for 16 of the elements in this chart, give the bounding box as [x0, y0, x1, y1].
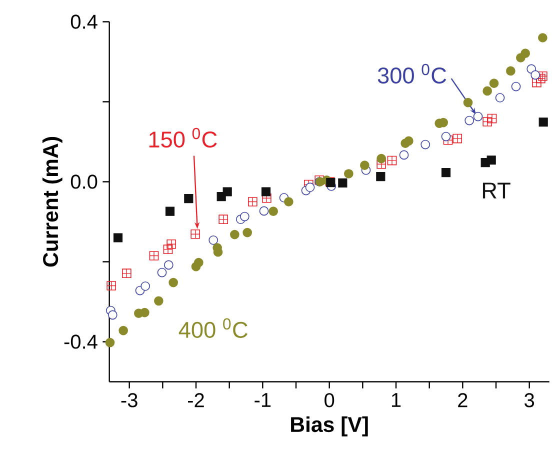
y-axis-title: Current (mA) — [42, 137, 62, 267]
x-tick-label: 3 — [524, 393, 534, 408]
x-tick-label: 1 — [392, 393, 401, 407]
y-tick-label: -0.4 — [64, 334, 98, 349]
y-tick-label: 0.0 — [70, 174, 98, 189]
x-tick-label: 2 — [458, 393, 468, 408]
y-tick-label: 0.4 — [70, 14, 98, 29]
series-label: 400 $^{0}$C — [178, 318, 248, 338]
x-tick-label: -3 — [121, 393, 138, 408]
series-label: RT — [482, 182, 510, 198]
series-label: 300 $^{0}$C — [378, 64, 446, 84]
x-axis-title: Bias [V] — [291, 416, 368, 436]
x-tick-label: 0 — [324, 393, 334, 408]
x-tick-label: -2 — [188, 393, 204, 408]
text: 150 $^{0}$C — [149, 128, 217, 148]
x-tick-label: -1 — [254, 393, 271, 407]
